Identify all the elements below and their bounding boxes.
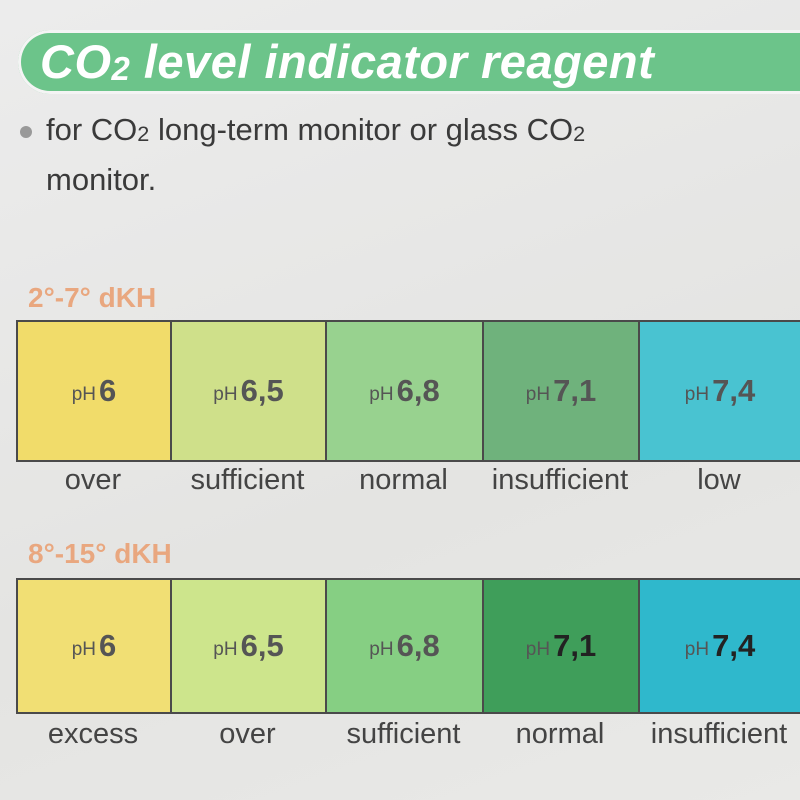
ph-value: 6,5 [240, 373, 284, 408]
color-swatch: pH 6,8 [327, 322, 484, 460]
status-label: sufficient [190, 464, 305, 496]
ph-label: pH [525, 384, 551, 405]
chart-heading-2: 8°-15° dKH [28, 538, 172, 569]
color-swatch: pH 6,5 [172, 322, 327, 460]
chart-labels-2: excess over sufficient normal insufficient [16, 718, 800, 751]
status-label: over [219, 718, 276, 750]
ph-label: pH [71, 639, 97, 660]
color-swatch: pH 7,4 [640, 580, 800, 712]
status-label: excess [47, 718, 139, 750]
ph-label: pH [684, 384, 710, 405]
status-label: insufficient [491, 464, 629, 496]
ph-label: pH [213, 384, 238, 405]
description-line-1: for CO2 long-term monitor or glass CO2 [46, 112, 585, 148]
ph-value: 6,8 [396, 628, 440, 663]
color-swatch: pH 6,8 [327, 580, 484, 712]
status-label: low [697, 464, 741, 496]
ph-value: 6,8 [396, 373, 440, 408]
ph-value: 7,4 [712, 373, 756, 408]
ph-label: pH [213, 639, 238, 660]
status-label: insufficient [650, 718, 788, 750]
title-part: CO [40, 35, 112, 88]
ph-label: pH [369, 384, 394, 405]
color-chart-1: pH 6 pH 6,5 pH 6,8 pH 7,1 pH 7,4 [16, 320, 800, 462]
title: CO2 level indicator reagent [40, 34, 654, 89]
text: for CO [46, 112, 138, 147]
title-part: level indicator reagent [130, 35, 655, 88]
ph-label: pH [684, 639, 710, 660]
ph-value: 7,1 [553, 373, 597, 408]
chart-labels-1: over sufficient normal insufficient low [16, 464, 800, 497]
chart-heading-1: 2°-7° dKH [28, 282, 157, 313]
status-label: sufficient [346, 718, 461, 750]
title-subscript: 2 [111, 49, 131, 87]
status-label: normal [515, 718, 605, 750]
ph-label: pH [369, 639, 394, 660]
title-banner: CO2 level indicator reagent [18, 30, 800, 94]
color-swatch: pH 7,1 [484, 322, 640, 460]
color-swatch: pH 7,4 [640, 322, 800, 460]
ph-value: 7,4 [712, 628, 756, 663]
subscript: 2 [137, 121, 150, 147]
color-swatch: pH 6 [18, 580, 172, 712]
text: long-term monitor or glass CO [149, 112, 574, 147]
subscript: 2 [573, 121, 586, 147]
color-swatch: pH 6,5 [172, 580, 327, 712]
ph-value: 6 [99, 373, 117, 408]
ph-value: 7,1 [553, 628, 597, 663]
ph-label: pH [525, 639, 551, 660]
bullet-icon [20, 126, 32, 138]
ph-value: 6,5 [240, 628, 284, 663]
ph-label: pH [71, 384, 97, 405]
status-label: normal [359, 464, 448, 496]
ph-value: 6 [99, 628, 117, 663]
color-swatch: pH 6 [18, 322, 172, 460]
status-label: over [64, 464, 122, 496]
color-chart-2: pH 6 pH 6,5 pH 6,8 pH 7,1 pH 7,4 [16, 578, 800, 714]
color-swatch: pH 7,1 [484, 580, 640, 712]
description-line-2: monitor. [46, 162, 157, 197]
